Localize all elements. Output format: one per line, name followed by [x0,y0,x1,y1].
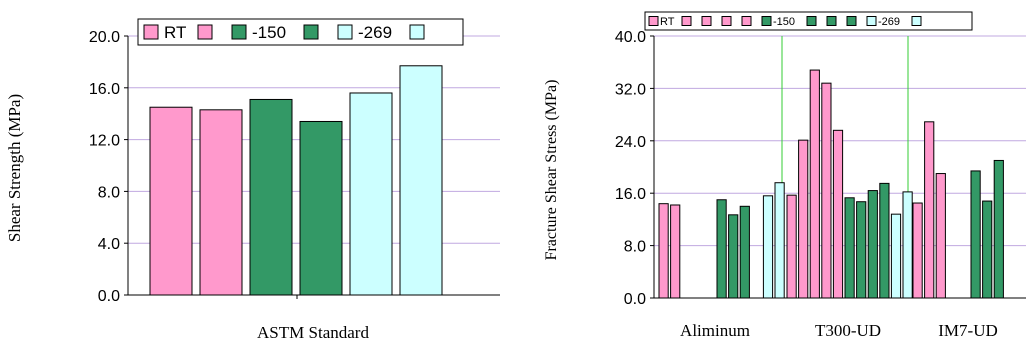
y-tick-label: 16.0 [615,186,646,203]
bar [809,69,820,299]
x-axis-label: ASTM Standard [257,323,369,342]
bar [299,120,343,296]
legend-swatch [143,24,159,40]
chart-astm-standard: 0.0 4.0 8.0 12.0 16.0 20.0 ASTM Standard Shea… [5,18,500,342]
y-tick-labels: 0.0 8.0 16.0 24.0 32.0 40.0 [615,29,646,308]
y-tick-label: 0.0 [624,291,646,308]
y-tick-label: 40.0 [615,29,646,46]
x-category-label: Aliminum [680,321,750,340]
legend-swatch [409,24,425,40]
axes [650,35,1026,299]
legend-label: -150 [773,16,795,28]
bar [739,205,750,299]
legend-swatch [648,16,659,26]
bar [856,201,867,299]
legend-swatch [741,16,752,26]
bar [821,82,832,299]
y-tick-label: 20.0 [89,29,120,46]
legend-swatch [911,16,922,26]
legend-swatch [721,16,732,26]
bar [774,182,785,299]
bar [798,139,809,299]
y-tick-label: 16.0 [89,81,120,98]
y-tick-label: 32.0 [615,81,646,98]
bar [670,204,681,299]
y-tick-labels: 0.0 4.0 8.0 12.0 16.0 20.0 [89,29,120,305]
legend-swatch [866,16,877,26]
bar [716,199,727,299]
bar [890,213,902,299]
legend-label: -150 [252,23,286,42]
chart-fracture-shear-stress: 0.0 8.0 16.0 24.0 32.0 40.0 Aliminum T300-UD IM… [543,11,1026,340]
bar [249,98,293,296]
y-tick-label: 24.0 [615,134,646,151]
legend-swatch [337,24,353,40]
legend-swatch [826,16,837,26]
x-category-label: T300-UD [815,321,881,340]
y-tick-label: 12.0 [89,133,120,150]
legend-label: RT [164,23,186,42]
bar [832,129,844,299]
legend-label: RT [660,16,675,28]
bar [902,191,913,299]
bar [867,190,878,299]
legend-swatch [197,24,213,40]
legend-swatch [846,16,857,26]
y-axis-label: Fracture Shear Stress (MPa) [543,80,560,261]
bar [399,65,443,296]
bar [879,182,890,299]
x-category-labels: Aliminum T300-UD IM7-UD [680,321,998,340]
bar [982,200,993,299]
bar [993,159,1004,299]
legend: RT -150 -269 [644,11,973,31]
axes [124,35,500,299]
bar [149,106,193,296]
bars [658,69,1004,299]
legend-swatch [231,24,247,40]
bar [762,195,774,299]
legend-swatch [701,16,712,26]
y-tick-label: 4.0 [98,236,120,253]
bar [728,214,739,299]
y-tick-label: 8.0 [98,184,120,201]
bar [924,121,935,299]
y-tick-label: 0.0 [98,288,120,305]
legend-swatch [806,16,817,26]
bar [935,173,946,299]
bar [199,109,243,296]
y-axis-label: Shear Strength (MPa) [5,94,24,242]
bar [786,194,797,299]
legend-swatch [303,24,319,40]
legend-label: -269 [358,23,392,42]
x-category-label: IM7-UD [938,321,998,340]
legend-label: -269 [878,16,900,28]
y-tick-label: 8.0 [624,239,646,256]
bars [149,65,443,296]
bar [658,203,669,299]
legend-swatch [681,16,692,26]
bar [970,170,981,299]
bar [349,92,393,296]
bar [844,197,855,299]
legend: RT -150 -269 [137,18,464,46]
legend-box [137,18,464,46]
bar [912,202,923,299]
legend-swatch [761,16,772,26]
